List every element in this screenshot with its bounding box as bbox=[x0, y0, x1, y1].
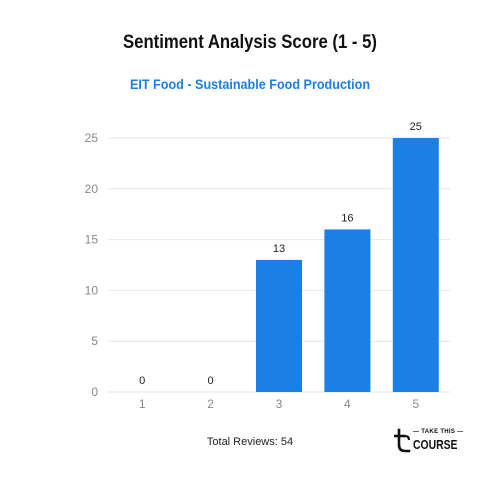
chart-subtitle: EIT Food - Sustainable Food Production bbox=[129, 76, 371, 92]
data-label: 25 bbox=[410, 121, 422, 133]
data-label: 0 bbox=[208, 375, 214, 387]
y-tick-label: 0 bbox=[91, 385, 98, 399]
y-tick-label: 20 bbox=[85, 182, 99, 196]
bar-4 bbox=[324, 229, 371, 392]
logo-text-bottom: COURSE bbox=[413, 437, 458, 452]
x-tick-label: 2 bbox=[207, 397, 214, 411]
t-logo-icon bbox=[394, 428, 411, 453]
x-axis-ticks: 1 2 3 4 5 bbox=[139, 397, 420, 411]
y-tick-label: 5 bbox=[91, 334, 98, 348]
bars bbox=[256, 138, 439, 392]
logo-text-top: — TAKE THIS — bbox=[413, 429, 464, 435]
bar-3 bbox=[256, 259, 302, 392]
x-tick-label: 1 bbox=[139, 397, 146, 411]
y-tick-label: 10 bbox=[85, 283, 99, 297]
x-tick-label: 4 bbox=[344, 397, 351, 411]
data-label: 0 bbox=[139, 375, 145, 387]
data-label: 13 bbox=[273, 243, 285, 255]
take-this-course-logo: — TAKE THIS — COURSE bbox=[393, 428, 463, 454]
x-tick-label: 5 bbox=[412, 397, 419, 411]
y-tick-label: 25 bbox=[85, 131, 99, 145]
y-axis-ticks: 0 5 10 15 20 25 bbox=[85, 131, 99, 399]
chart-title: Sentiment Analysis Score (1 - 5) bbox=[123, 32, 377, 53]
data-label: 16 bbox=[341, 212, 353, 224]
bar-5 bbox=[392, 138, 439, 392]
x-tick-label: 3 bbox=[276, 397, 283, 411]
y-tick-label: 15 bbox=[85, 233, 99, 247]
total-reviews: Total Reviews: 54 bbox=[206, 436, 294, 448]
data-labels: 0 0 13 16 25 bbox=[139, 121, 422, 387]
